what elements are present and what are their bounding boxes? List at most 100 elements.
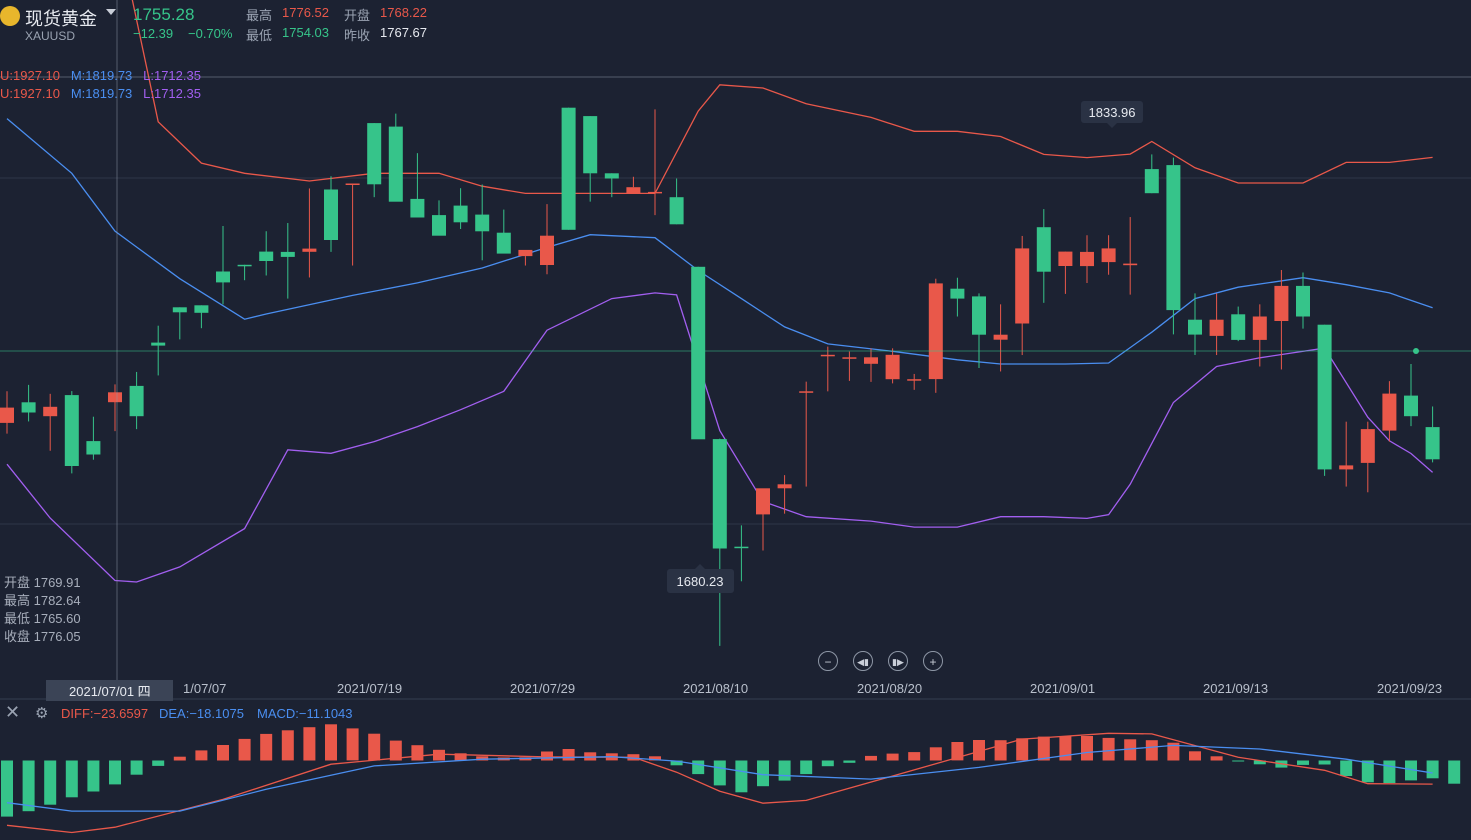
open-value: 1768.22 — [380, 5, 427, 20]
macd-bar — [411, 745, 424, 761]
candle-body — [561, 107, 576, 230]
macd-bar — [303, 727, 316, 761]
boll-upper-value: U:1927.10 — [0, 86, 60, 101]
max-price-marker: 1833.96 — [1081, 101, 1143, 128]
candle-body — [540, 235, 554, 265]
candle-body — [604, 173, 619, 179]
macd-bar — [281, 730, 294, 761]
step-back-icon[interactable]: ◀▮ — [853, 651, 873, 671]
candle-body — [129, 385, 144, 417]
boll-mid-value: M:1819.73 — [70, 68, 133, 83]
zoom-in-icon[interactable]: + — [923, 651, 943, 671]
candle-body — [712, 439, 727, 549]
candle-body — [367, 123, 382, 185]
macd-bar — [109, 760, 121, 785]
macd-bar — [1081, 736, 1093, 761]
candle-body — [1101, 248, 1116, 263]
candle-body — [972, 296, 986, 335]
candle-body — [1382, 393, 1397, 431]
macd-bar — [325, 724, 337, 761]
candle-body — [842, 357, 857, 359]
macd-bar — [44, 760, 57, 805]
zoom-out-icon[interactable]: − — [818, 651, 838, 671]
x-tick-label: 2021/09/13 — [1203, 681, 1269, 696]
prev-close-label: 昨收 — [344, 28, 371, 43]
candle-body — [432, 215, 446, 236]
macd-bar — [800, 760, 813, 775]
macd-bar — [152, 760, 165, 766]
x-tick-label: 2021/07/29 — [510, 681, 576, 696]
cursor-close: 收盘 1776.05 — [4, 629, 81, 644]
boll-mid-value: M:1819.73 — [70, 86, 133, 101]
candle-body — [1339, 465, 1354, 470]
candle-body — [820, 354, 835, 357]
macd-bar — [757, 760, 769, 787]
macd-bar — [713, 760, 726, 786]
gold-logo-icon — [0, 6, 20, 26]
macd-bar — [22, 760, 35, 812]
macd-bar — [130, 760, 143, 775]
candle-body — [907, 379, 922, 381]
min-price-label: 1680.23 — [677, 574, 724, 589]
macd-bar — [260, 733, 273, 761]
prev-close-value: 1767.67 — [380, 25, 427, 40]
instrument-title[interactable]: 现货黄金 — [25, 9, 97, 29]
candle-body — [1080, 251, 1094, 267]
candle-body — [1123, 263, 1138, 266]
candle-body — [410, 198, 425, 218]
macd-bar — [692, 760, 705, 775]
macd-bar — [1426, 760, 1439, 779]
candle-body — [734, 546, 749, 549]
macd-bar — [1361, 760, 1374, 783]
candle-body — [475, 214, 490, 232]
x-tick-label: 2021/09/01 — [1030, 681, 1096, 696]
macd-bar — [1405, 760, 1417, 781]
candle-body — [496, 232, 511, 254]
candle-body — [691, 266, 706, 440]
macd-bar — [346, 728, 359, 761]
grid-lines — [0, 177, 1471, 700]
macd-bar — [670, 760, 683, 766]
candle-body — [1425, 427, 1440, 460]
macd-bar — [994, 740, 1007, 761]
cursor-open: 开盘 1769.91 — [4, 575, 81, 590]
candle-body — [1317, 324, 1332, 470]
macd-value: MACD:−11.1043 — [257, 706, 353, 721]
candle-body — [1209, 319, 1224, 336]
macd-bar — [735, 760, 748, 793]
candle-body — [64, 395, 79, 466]
macd-bar — [368, 733, 381, 761]
settings-icon[interactable]: ⚙ — [35, 705, 49, 722]
macd-bar — [433, 749, 445, 761]
macd-bar — [886, 753, 899, 761]
macd-bar — [173, 756, 186, 761]
x-tick-label: 2021/08/10 — [683, 681, 749, 696]
boll-lower-value: L:1712.35 — [143, 86, 201, 101]
macd-bar — [476, 756, 489, 761]
high-label: 最高 — [246, 8, 273, 23]
low-label: 最低 — [246, 28, 273, 43]
cursor-high: 最高 1782.64 — [4, 593, 81, 608]
price-change: −12.39 — [133, 26, 174, 41]
macd-bar — [1318, 760, 1331, 765]
macd-bar — [929, 747, 942, 761]
macd-bar — [1210, 756, 1223, 761]
macd-bar — [1059, 736, 1072, 761]
candle-body — [151, 342, 166, 346]
candle-body — [799, 391, 814, 393]
low-value: 1754.03 — [282, 25, 329, 40]
candle-body — [928, 283, 943, 380]
chevron-down-icon[interactable] — [106, 9, 116, 15]
macd-bar — [584, 752, 597, 761]
macd-bar — [1340, 760, 1353, 776]
step-forward-icon[interactable]: ▮▶ — [888, 651, 908, 671]
candle-body — [1252, 316, 1267, 340]
boll-legend-2: U:1927.10 M:1819.73 L:1712.35 — [0, 86, 201, 101]
candle-body — [993, 334, 1008, 340]
candle-body — [1274, 285, 1289, 321]
candles — [0, 107, 1440, 646]
instrument-symbol: XAUUSD — [25, 29, 76, 43]
macd-bar — [1448, 760, 1461, 784]
close-icon[interactable]: ✕ — [5, 702, 21, 722]
